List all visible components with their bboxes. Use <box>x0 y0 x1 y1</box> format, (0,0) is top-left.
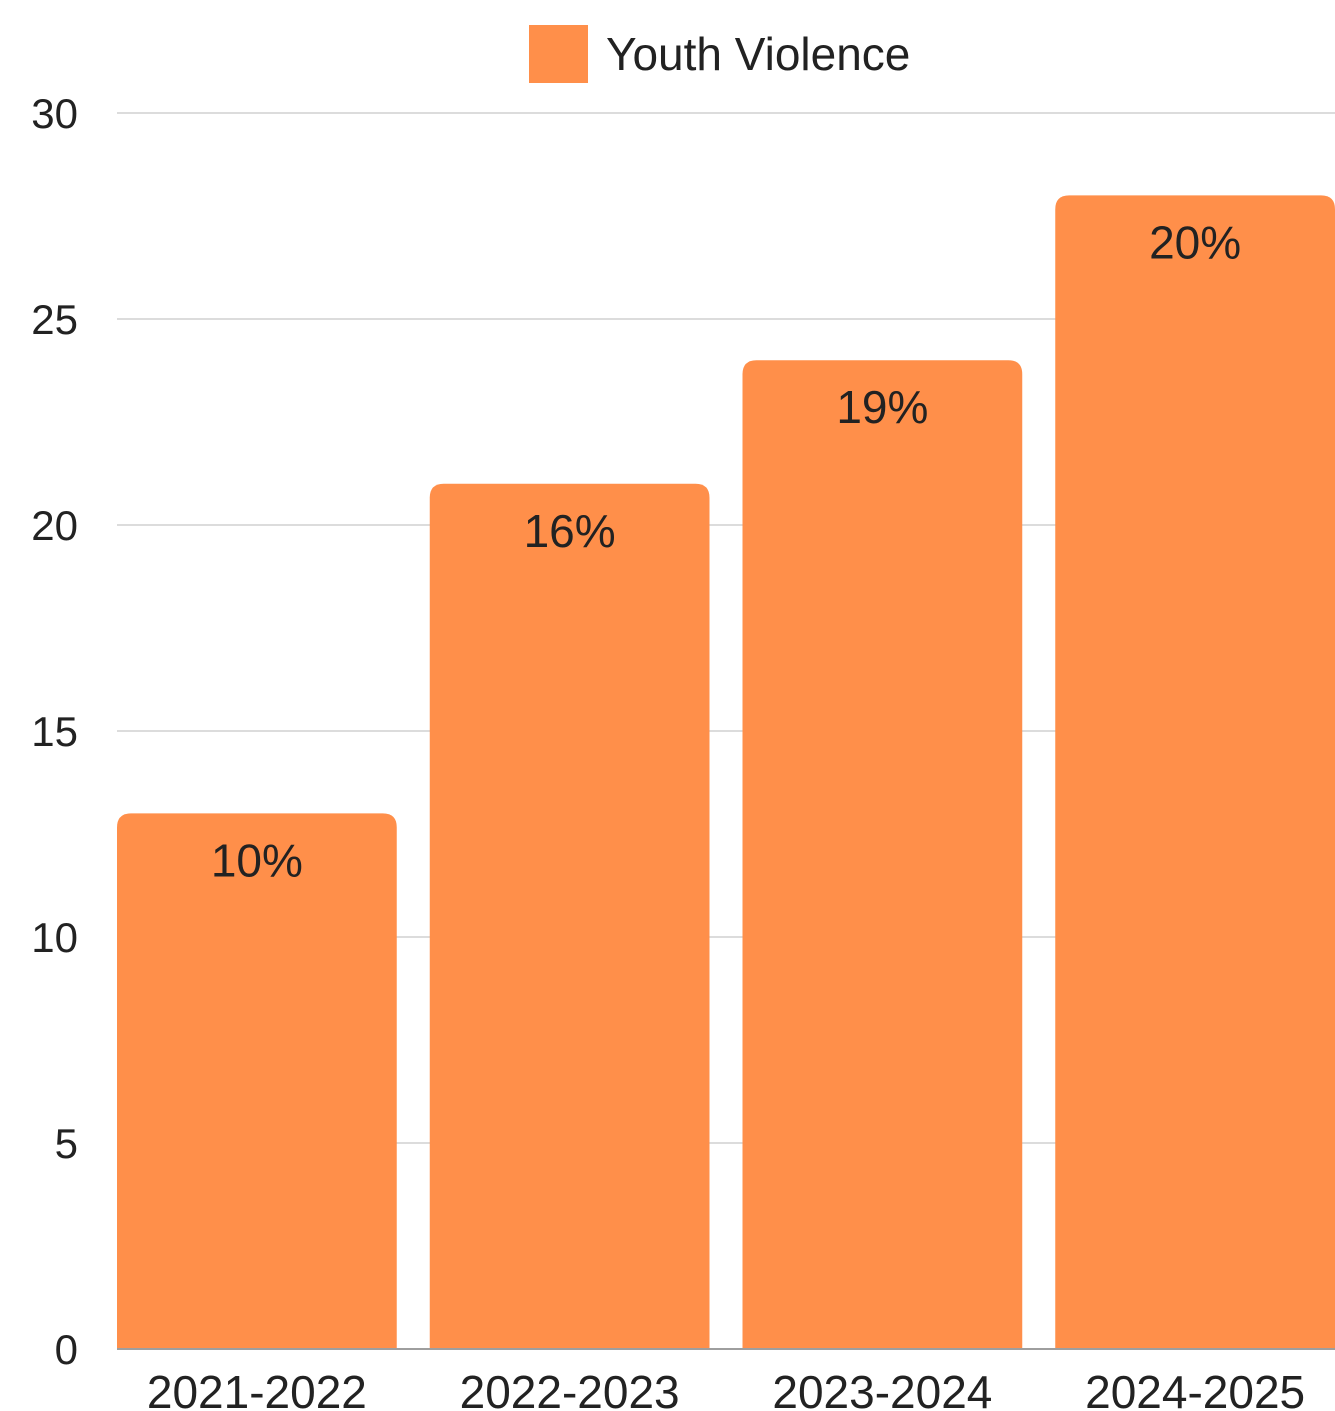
y-tick-label-30: 30 <box>31 90 78 137</box>
axes: 0 5 10 15 20 25 30 2021-2022 2022-2023 2023-2024 2… <box>31 90 1335 1411</box>
x-tick-label-2022-2023: 2022-2023 <box>460 1366 680 1411</box>
bar-2024-2025 <box>1055 195 1335 1349</box>
x-tick-label-2023-2024: 2023-2024 <box>772 1366 992 1411</box>
x-tick-label-2021-2022: 2021-2022 <box>147 1366 367 1411</box>
legend-label-youth-violence: Youth Violence <box>606 28 910 80</box>
data-label-2024-2025: 20% <box>1149 216 1241 268</box>
bar-2022-2023 <box>429 483 710 1349</box>
y-tick-label-20: 20 <box>31 502 78 549</box>
data-label-2023-2024: 19% <box>836 381 928 433</box>
y-tick-label-15: 15 <box>31 708 78 755</box>
legend: Youth Violence <box>529 25 910 83</box>
x-tick-label-2024-2025: 2024-2025 <box>1085 1366 1305 1411</box>
y-tick-label-25: 25 <box>31 296 78 343</box>
y-tick-label-0: 0 <box>55 1326 78 1373</box>
bar-2021-2022 <box>117 813 397 1349</box>
data-label-2021-2022: 10% <box>211 834 303 886</box>
legend-swatch-youth-violence <box>529 25 588 83</box>
y-tick-label-10: 10 <box>31 914 78 961</box>
data-label-2022-2023: 16% <box>524 505 616 557</box>
bars: 10% 16% 19% 20% <box>117 195 1335 1349</box>
y-tick-label-5: 5 <box>55 1120 78 1167</box>
bar-2023-2024 <box>742 360 1023 1349</box>
